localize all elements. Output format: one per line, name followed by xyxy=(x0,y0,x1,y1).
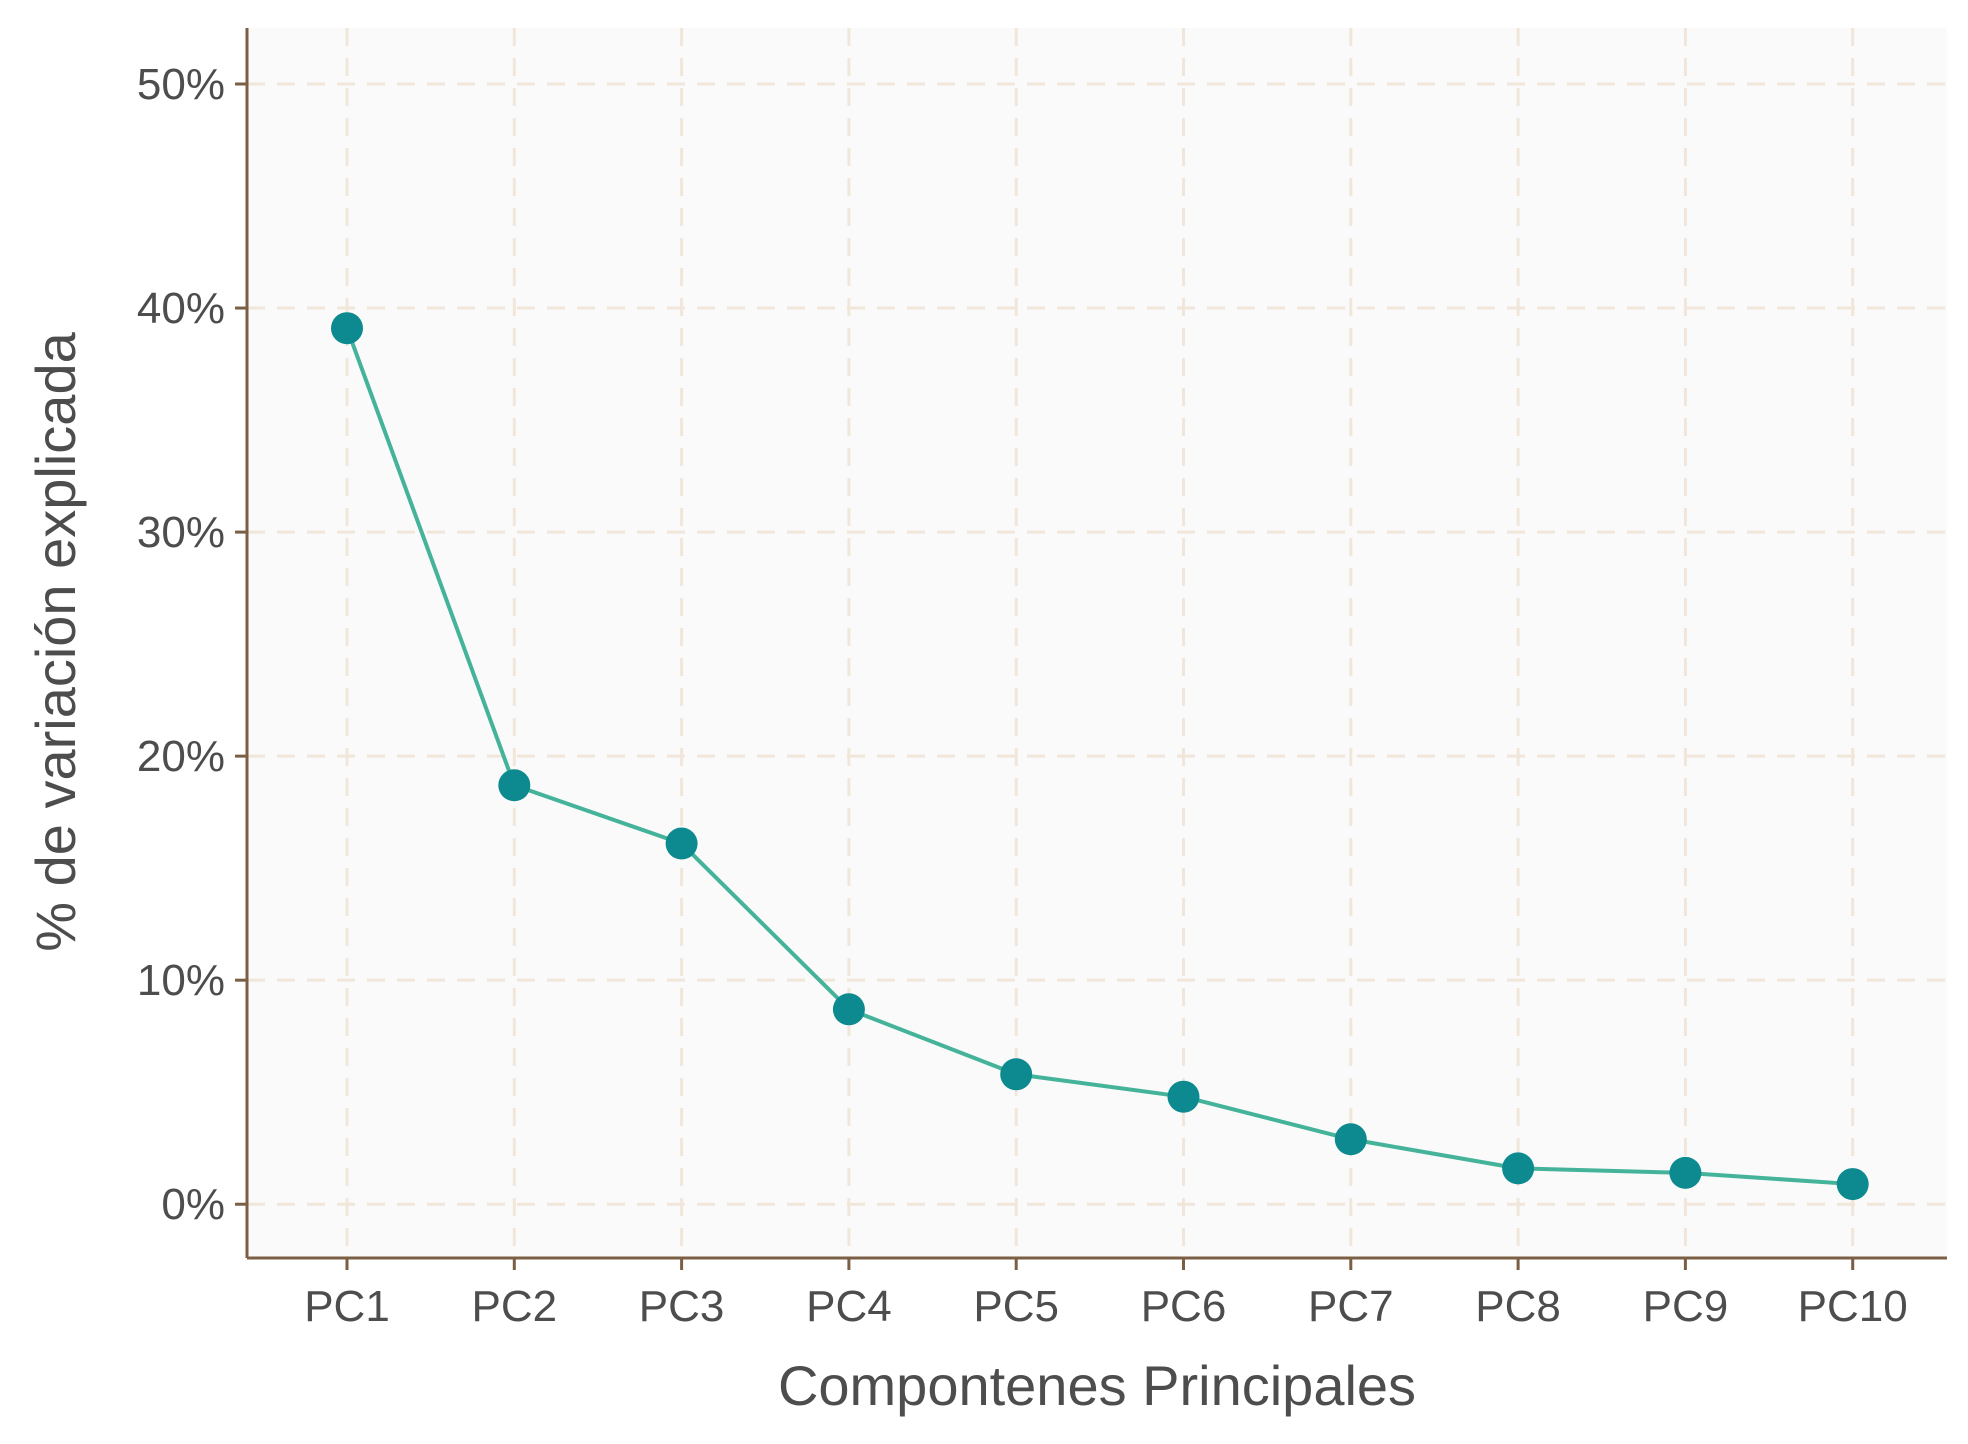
x-tick-label: PC7 xyxy=(1308,1282,1394,1331)
x-tick-label: PC3 xyxy=(639,1282,725,1331)
x-tick-label: PC9 xyxy=(1643,1282,1729,1331)
x-tick-label: PC2 xyxy=(472,1282,558,1331)
y-tick-label: 30% xyxy=(137,508,225,557)
x-tick-label: PC4 xyxy=(806,1282,892,1331)
series xyxy=(331,312,1869,1201)
series-line xyxy=(345,327,1853,1187)
y-tick-label: 20% xyxy=(137,732,225,781)
y-axis-title: % de variación explicada xyxy=(24,331,87,951)
data-point-pc8 xyxy=(1502,1152,1535,1185)
grid-lines xyxy=(247,28,1947,1258)
data-point-pc2 xyxy=(498,769,531,802)
plot-panel xyxy=(247,28,1947,1258)
x-tick-label: PC5 xyxy=(973,1282,1059,1331)
data-point-pc3 xyxy=(665,827,698,860)
y-tick-label: 0% xyxy=(161,1180,225,1229)
y-tick-label: 40% xyxy=(137,284,225,333)
data-point-pc9 xyxy=(1669,1156,1702,1189)
y-tick-label: 50% xyxy=(137,60,225,109)
data-point-pc6 xyxy=(1167,1080,1200,1113)
x-axis-title: Compontenes Principales xyxy=(778,1354,1416,1417)
tick-labels: 0% 10% 20% 30% 40% 50% PC1 PC2 PC3 PC4 PC5 PC6 PC7 PC… xyxy=(137,60,1908,1331)
data-point-pc5 xyxy=(1000,1058,1033,1091)
data-point-pc7 xyxy=(1334,1123,1367,1156)
axes xyxy=(235,28,1947,1270)
data-point-pc10 xyxy=(1836,1168,1869,1201)
data-point-pc1 xyxy=(331,312,363,345)
x-tick-label: PC10 xyxy=(1798,1282,1908,1331)
y-tick-label: 10% xyxy=(137,956,225,1005)
data-point-pc4 xyxy=(832,993,865,1026)
x-tick-label: PC1 xyxy=(304,1282,390,1331)
x-tick-label: PC8 xyxy=(1475,1282,1561,1331)
x-tick-label: PC6 xyxy=(1141,1282,1227,1331)
